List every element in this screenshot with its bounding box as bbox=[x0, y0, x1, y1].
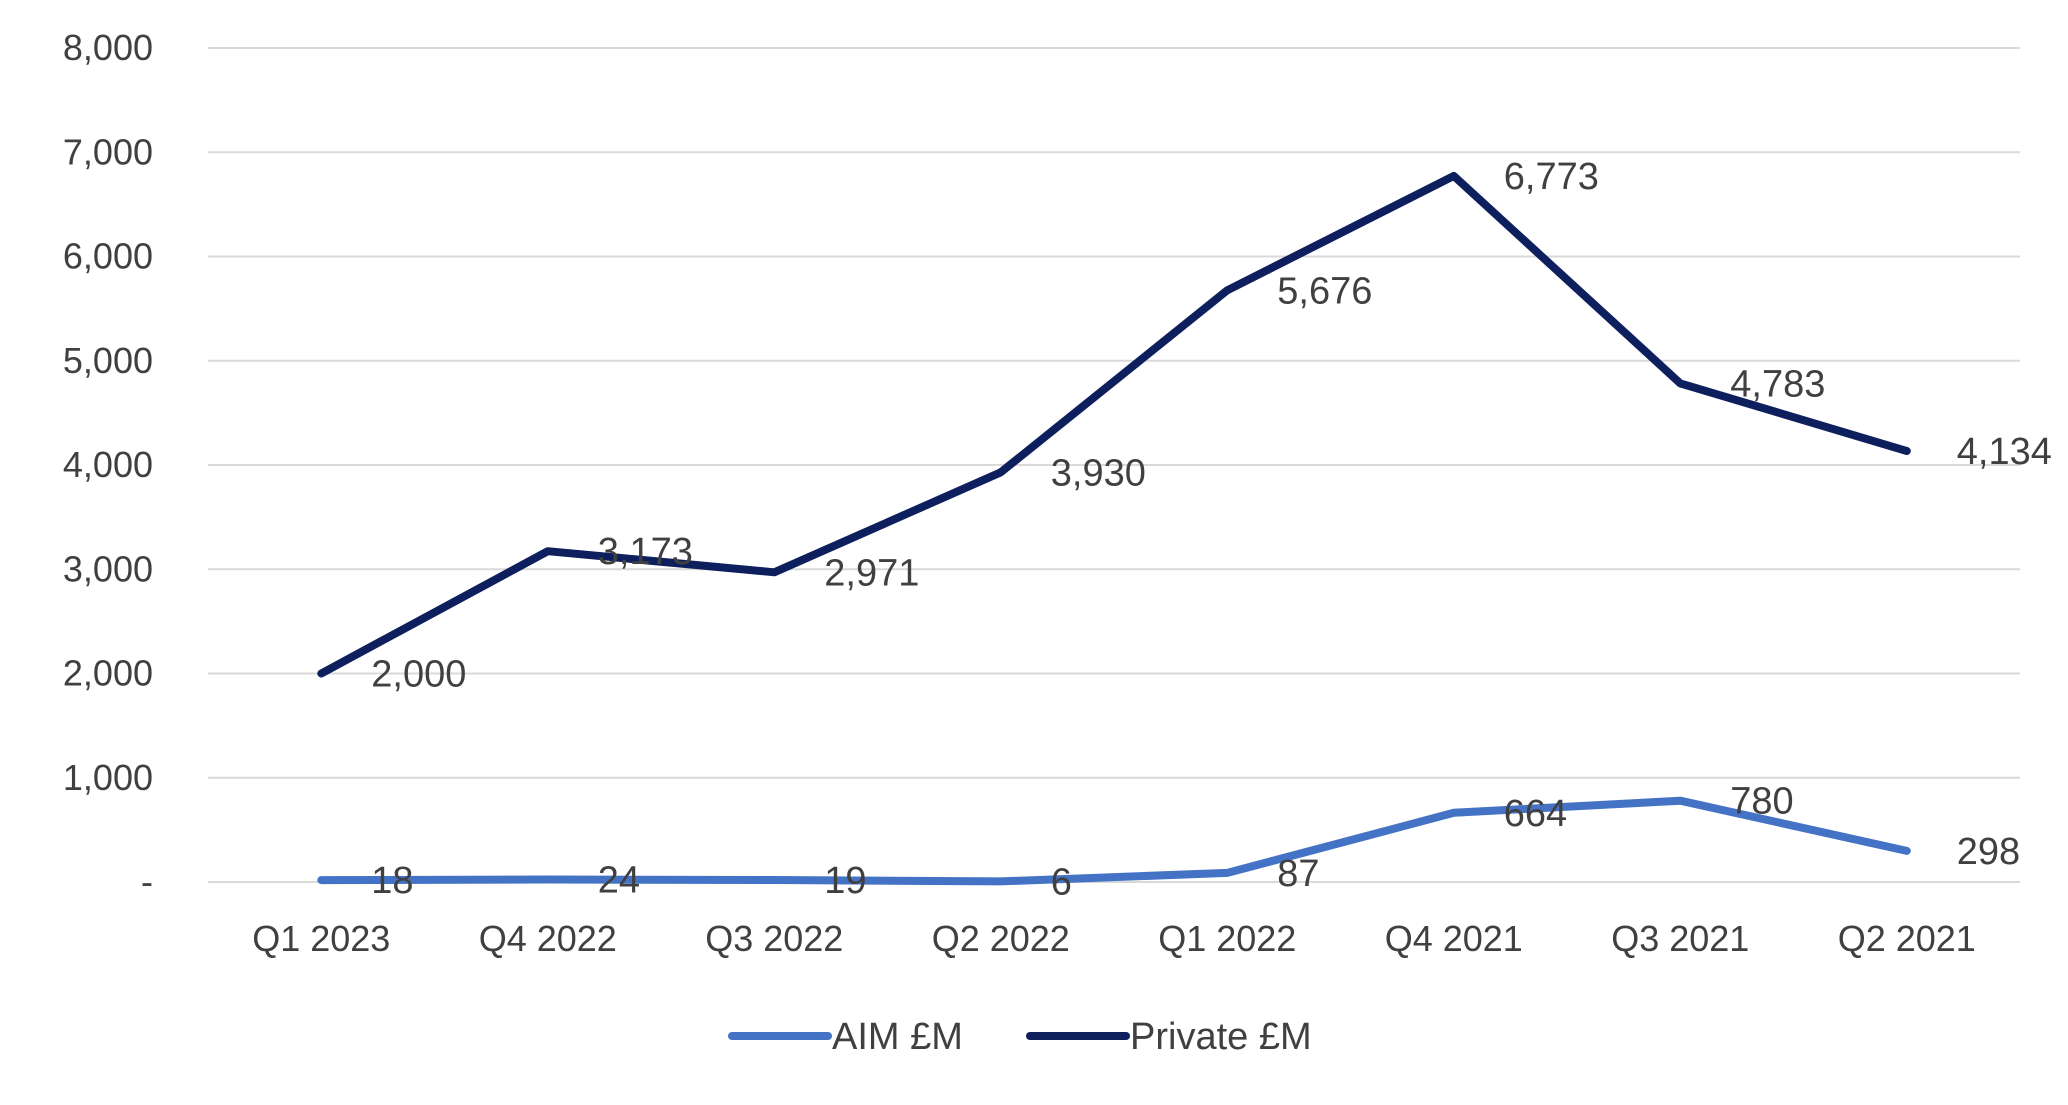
data-label: 4,783 bbox=[1730, 363, 1825, 405]
data-label: 19 bbox=[824, 860, 866, 902]
x-tick-label: Q1 2022 bbox=[1158, 918, 1296, 959]
data-label: 2,000 bbox=[371, 654, 466, 696]
series-lines bbox=[317, 171, 1911, 886]
data-label: 18 bbox=[371, 860, 413, 902]
legend: AIM £M Private £M bbox=[728, 1016, 1312, 1058]
y-tick-label: 2,000 bbox=[63, 653, 153, 694]
x-tick-label: Q3 2021 bbox=[1611, 918, 1749, 959]
y-tick-label: 5,000 bbox=[63, 340, 153, 381]
data-label: 298 bbox=[1957, 831, 2020, 873]
y-tick-label: 7,000 bbox=[63, 131, 153, 172]
data-label: 4,134 bbox=[1957, 431, 2052, 473]
data-label: 24 bbox=[598, 859, 640, 901]
y-tick-label: 8,000 bbox=[63, 27, 153, 68]
data-label: 3,173 bbox=[598, 531, 693, 573]
x-tick-label: Q2 2022 bbox=[932, 918, 1070, 959]
x-tick-label: Q4 2021 bbox=[1385, 918, 1523, 959]
x-tick-label: Q4 2022 bbox=[479, 918, 617, 959]
legend-label: Private £M bbox=[1130, 1016, 1312, 1058]
data-label: 87 bbox=[1277, 853, 1319, 895]
data-label: 780 bbox=[1730, 781, 1793, 823]
x-tick-label: Q1 2023 bbox=[252, 918, 390, 959]
data-label: 6,773 bbox=[1504, 156, 1599, 198]
x-axis: Q1 2023 Q4 2022 Q3 2022 Q2 2022 Q1 2022 Q4 20… bbox=[252, 918, 1976, 959]
data-label: 664 bbox=[1504, 793, 1567, 835]
y-tick-label: 6,000 bbox=[63, 236, 153, 277]
data-label: 5,676 bbox=[1277, 270, 1372, 312]
y-tick-label: 1,000 bbox=[63, 757, 153, 798]
data-label: 2,971 bbox=[824, 552, 919, 594]
series-line-private bbox=[317, 171, 1911, 678]
y-axis: - 1,000 2,000 3,000 4,000 5,000 6,000 7,000 8,00… bbox=[63, 27, 153, 902]
legend-label: AIM £M bbox=[832, 1016, 963, 1058]
data-label: 3,930 bbox=[1051, 452, 1146, 494]
data-label: 6 bbox=[1051, 861, 1072, 903]
y-tick-label: - bbox=[141, 861, 153, 902]
x-tick-label: Q2 2021 bbox=[1838, 918, 1976, 959]
series-line-aim bbox=[317, 796, 1911, 886]
data-labels: 18 24 19 6 87 664 780 298 2,000 3,173 2,971 3,930 5,… bbox=[371, 156, 2052, 903]
y-tick-label: 4,000 bbox=[63, 444, 153, 485]
x-tick-label: Q3 2022 bbox=[705, 918, 843, 959]
y-tick-label: 3,000 bbox=[63, 548, 153, 589]
